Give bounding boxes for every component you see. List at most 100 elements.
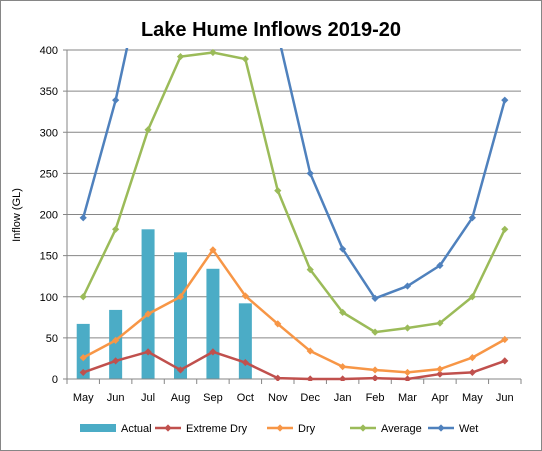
point-dry <box>371 366 379 374</box>
x-tick-label: May <box>462 392 483 404</box>
point-average <box>112 225 120 233</box>
point-extreme-dry <box>501 357 509 365</box>
point-extreme-dry <box>241 358 249 367</box>
point-dry <box>209 246 217 254</box>
legend-marker-dry <box>276 424 284 432</box>
point-wet <box>371 294 379 302</box>
x-tick-label: May <box>73 392 94 404</box>
x-tick-label: Mar <box>398 392 417 404</box>
y-tick-label: 50 <box>46 333 58 345</box>
point-average <box>176 52 185 61</box>
legend-marker-extreme-dry <box>164 424 172 432</box>
x-tick-label: Feb <box>366 392 385 404</box>
point-dry <box>468 354 476 362</box>
y-tick-label: 150 <box>40 251 58 263</box>
y-axis-ticks: 0 50 100 150 200 250 300 350 400 <box>40 45 67 386</box>
point-dry <box>176 293 185 301</box>
x-tick-label: Dec <box>300 392 320 404</box>
series-line-dry <box>82 248 506 374</box>
x-tick-label: Nov <box>268 392 288 404</box>
bar-actual <box>238 303 252 379</box>
x-tick-label: Jul <box>141 392 155 404</box>
point-average <box>274 187 282 195</box>
series-lines <box>79 48 509 381</box>
point-wet <box>436 261 444 270</box>
legend-marker-average <box>359 424 367 432</box>
series-line-wet <box>82 48 506 300</box>
point-dry <box>436 365 444 373</box>
point-dry <box>306 347 314 355</box>
bar-actual <box>206 268 220 379</box>
series-line-extreme-dry <box>82 350 506 381</box>
point-extreme-dry <box>79 368 87 377</box>
bar-actual <box>76 323 90 379</box>
x-axis-ticks: May Jun Jul Aug Sep Oct Nov Dec Jan Feb Mar Apr May J… <box>73 392 514 404</box>
y-tick-label: 200 <box>40 210 58 222</box>
point-average <box>144 126 152 134</box>
point-average <box>306 266 314 274</box>
point-wet <box>306 169 314 177</box>
actual-bars <box>76 229 252 379</box>
x-tick-label: Jun <box>107 392 125 404</box>
point-dry <box>144 310 152 318</box>
x-tick-label: Apr <box>431 392 448 404</box>
bar-actual <box>109 309 123 379</box>
y-tick-label: 400 <box>40 45 58 57</box>
point-extreme-dry <box>274 374 282 381</box>
point-dry <box>241 292 249 300</box>
series-line-average <box>82 51 506 334</box>
x-tick-label: Oct <box>237 392 254 404</box>
bar-actual <box>141 229 155 379</box>
point-wet <box>339 245 347 253</box>
point-average <box>403 324 412 332</box>
point-average <box>436 319 444 327</box>
point-extreme-dry <box>209 348 217 356</box>
point-extreme-dry <box>176 366 185 374</box>
point-extreme-dry <box>371 374 379 381</box>
chart-title: Lake Hume Inflows 2019-20 <box>141 19 401 41</box>
point-wet <box>79 214 87 222</box>
point-average <box>371 328 379 336</box>
bar-actual <box>174 252 187 379</box>
legend-marker-wet <box>437 424 445 432</box>
point-dry <box>339 363 347 371</box>
legend-label-actual: Actual <box>121 423 152 435</box>
point-dry <box>274 320 282 328</box>
point-average <box>468 293 476 301</box>
point-wet <box>468 214 476 222</box>
point-extreme-dry <box>403 375 412 381</box>
y-tick-label: 100 <box>40 292 58 304</box>
y-tick-label: 350 <box>40 86 58 98</box>
point-average <box>339 308 347 316</box>
point-extreme-dry <box>112 357 120 365</box>
y-tick-label: 250 <box>40 168 58 180</box>
legend: Actual Extreme Dry Dry Average Wet <box>80 423 478 435</box>
y-tick-label: 300 <box>40 127 58 139</box>
point-average <box>79 293 87 301</box>
point-dry <box>112 336 120 344</box>
point-dry <box>501 335 509 344</box>
legend-swatch-actual <box>80 424 116 432</box>
point-extreme-dry <box>468 368 476 377</box>
point-average <box>241 55 249 63</box>
point-average <box>501 225 509 233</box>
x-tick-label: Jun <box>496 392 514 404</box>
point-dry <box>79 354 87 362</box>
point-dry <box>403 368 412 377</box>
legend-label-wet: Wet <box>459 423 478 435</box>
x-tick-label: Sep <box>203 392 223 404</box>
point-wet <box>501 96 509 104</box>
point-extreme-dry <box>339 375 347 381</box>
point-extreme-dry <box>306 375 314 381</box>
point-extreme-dry <box>144 348 152 356</box>
point-extreme-dry <box>436 370 444 378</box>
point-average <box>209 48 217 57</box>
x-tick-label: Aug <box>171 392 191 404</box>
y-tick-label: 0 <box>52 374 58 386</box>
gridlines <box>67 49 521 339</box>
x-tick-label: Jan <box>334 392 352 404</box>
legend-label-extreme-dry: Extreme Dry <box>186 423 248 435</box>
legend-label-average: Average <box>381 423 422 435</box>
